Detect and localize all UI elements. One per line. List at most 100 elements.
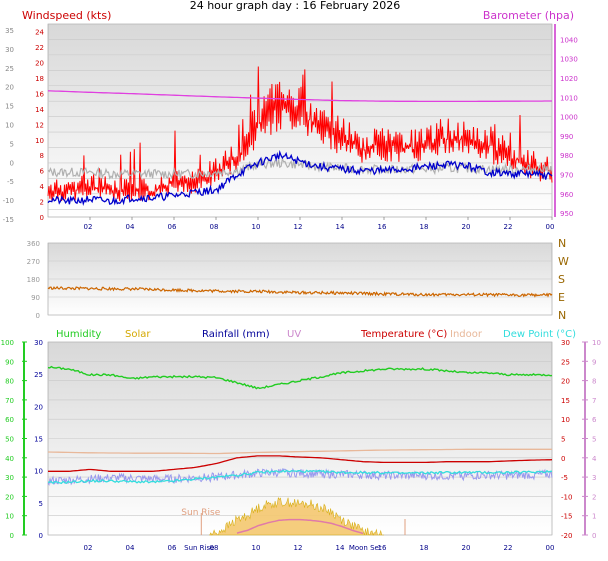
humidity-y-tick: 0 <box>10 532 14 540</box>
climate-x-tick: 18 <box>420 544 429 552</box>
indoor-line <box>47 448 552 455</box>
legend-item: Rainfall (mm) <box>202 329 270 340</box>
legend-item: Temperature (°C) <box>360 329 447 340</box>
baro-y-tick: 950 <box>560 210 573 218</box>
baro-y-tick: 970 <box>560 172 573 180</box>
humidity-y-tick: 50 <box>5 436 14 444</box>
wind-outer-tick: 0 <box>10 159 14 167</box>
wind-x-tick: 06 <box>168 223 177 231</box>
temp-y-tick: 0 <box>561 455 565 463</box>
wind-outer-tick: 15 <box>5 103 14 111</box>
dir-compass-label: E <box>558 291 565 304</box>
rain-y-tick: 15 <box>34 436 43 444</box>
climate-x-tick: 10 <box>252 544 261 552</box>
wind-x-tick: 00 <box>546 223 555 231</box>
dir-y-tick: 360 <box>27 240 40 248</box>
legend-item: Indoor <box>450 329 483 340</box>
wind-outer-tick: 10 <box>5 122 14 130</box>
uv-y-tick: 9 <box>592 358 596 366</box>
baro-y-tick: 980 <box>560 152 573 160</box>
wind-grey-line <box>47 156 553 180</box>
uv-y-tick: 2 <box>592 493 596 501</box>
baro-y-tick: 1030 <box>560 56 578 64</box>
sunrise-annotation: Sun Rise <box>181 508 220 518</box>
wind-x-tick: 18 <box>420 223 429 231</box>
uv-y-tick: 8 <box>592 378 596 386</box>
climate-x-tick: 06 <box>168 544 177 552</box>
rain-y-tick: 0 <box>39 532 43 540</box>
uv-y-tick: 7 <box>592 397 596 405</box>
wind-outer-tick: -15 <box>3 216 14 224</box>
wind-outer-tick: 30 <box>5 46 14 54</box>
climate-x-tick: Sun Rise <box>184 544 214 552</box>
wind-x-tick: 12 <box>294 223 303 231</box>
baro-y-tick: 1000 <box>560 114 578 122</box>
wind-y-tick: 18 <box>35 75 44 83</box>
wind-y-tick: 2 <box>40 199 44 207</box>
temp-y-tick: 30 <box>561 339 570 347</box>
baro-y-tick: 990 <box>560 133 573 141</box>
barometer-line <box>47 90 552 103</box>
wind-y-tick: 14 <box>35 106 44 114</box>
climate-x-tick: 00 <box>546 544 555 552</box>
climate-x-tick: 02 <box>84 544 93 552</box>
wind-outer-tick: 35 <box>5 27 14 35</box>
humidity-y-tick: 60 <box>5 416 14 424</box>
uv-y-tick: 0 <box>592 532 596 540</box>
wind-y-tick: 20 <box>35 60 44 68</box>
wind-outer-tick: 5 <box>10 140 14 148</box>
humidity-y-tick: 30 <box>5 474 14 482</box>
wind-y-tick: 8 <box>40 152 44 160</box>
wind-y-tick: 24 <box>35 29 44 37</box>
dir-y-tick: 270 <box>27 258 40 266</box>
baro-axis-label: Barometer (hpa) <box>483 9 574 22</box>
humidity-y-tick: 40 <box>5 455 14 463</box>
humidity-y-tick: 80 <box>5 378 14 386</box>
dir-y-tick: 180 <box>27 276 40 284</box>
wind-y-tick: 10 <box>35 137 44 145</box>
uv-y-tick: 6 <box>592 416 597 424</box>
humidity-line <box>47 365 553 390</box>
legend-item: UV <box>287 329 301 340</box>
legend-item: Solar <box>125 329 151 340</box>
climate-x-tick: 12 <box>294 544 303 552</box>
baro-y-tick: 1020 <box>560 75 578 83</box>
uv-y-tick: 3 <box>592 474 596 482</box>
temperature-line <box>48 455 553 472</box>
rain-y-tick: 5 <box>39 500 43 508</box>
dew-band-line <box>47 467 553 486</box>
dew-point-line <box>47 469 553 485</box>
climate-x-tick: 04 <box>126 544 135 552</box>
baro-y-tick: 1010 <box>560 94 578 102</box>
temp-y-tick: 10 <box>561 416 570 424</box>
wind-x-tick: 20 <box>462 223 471 231</box>
legend-item: Humidity <box>56 329 101 340</box>
uv-y-tick: 4 <box>592 455 597 463</box>
wind-x-tick: 10 <box>252 223 261 231</box>
wind-outer-tick: -10 <box>3 197 14 205</box>
rain-y-tick: 10 <box>34 468 43 476</box>
climate-x-tick: 16 <box>378 544 387 552</box>
wind-x-tick: 22 <box>504 223 513 231</box>
humidity-y-tick: 70 <box>5 397 14 405</box>
temp-y-tick: -5 <box>561 474 568 482</box>
temp-y-tick: 25 <box>561 358 570 366</box>
humidity-y-tick: 100 <box>1 339 14 347</box>
wind-outer-tick: 20 <box>5 84 14 92</box>
dir-compass-label: N <box>558 237 566 250</box>
humidity-y-tick: 10 <box>5 513 14 521</box>
wind-y-tick: 12 <box>35 121 44 129</box>
climate-x-tick: 20 <box>462 544 471 552</box>
climate-x-tick: 14 <box>336 544 345 552</box>
uv-y-tick: 5 <box>592 436 596 444</box>
temp-y-tick: 20 <box>561 378 570 386</box>
rain-y-tick: 25 <box>34 371 43 379</box>
temp-y-tick: -10 <box>561 493 572 501</box>
humidity-y-tick: 90 <box>5 358 14 366</box>
wind-y-tick: 4 <box>40 183 45 191</box>
temp-y-tick: -20 <box>561 532 572 540</box>
dir-y-tick: 90 <box>31 294 40 302</box>
uv-line <box>236 518 364 535</box>
wind-y-tick: 22 <box>35 44 44 52</box>
